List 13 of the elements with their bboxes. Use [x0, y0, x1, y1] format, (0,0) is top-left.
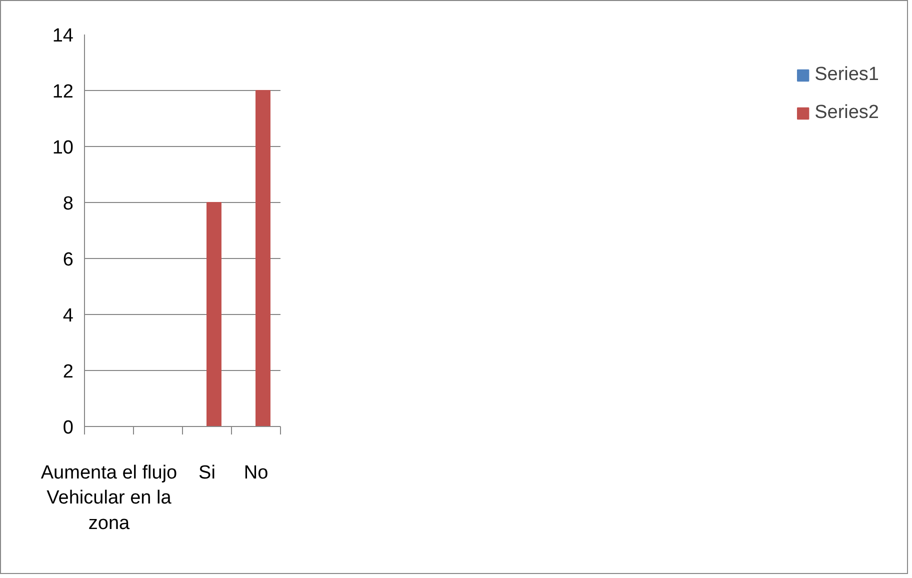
- y-tick-label: 2: [62, 362, 74, 382]
- y-tick-label: 0: [62, 418, 74, 438]
- y-tick-label: 14: [52, 26, 74, 46]
- y-tick-label: 12: [52, 82, 74, 102]
- x-tick-label: Aumenta el flujo Vehicular en la zona: [40, 462, 178, 534]
- y-tick-label: 8: [62, 194, 74, 214]
- y-tick-label: 6: [62, 250, 74, 270]
- x-tick-label: Si: [198, 462, 216, 484]
- legend-label: Series2: [814, 102, 879, 124]
- y-tick-label: 4: [62, 306, 74, 326]
- legend-label: Series1: [814, 64, 879, 86]
- y-tick-label: 10: [52, 138, 74, 158]
- x-tick-label: No: [244, 462, 268, 484]
